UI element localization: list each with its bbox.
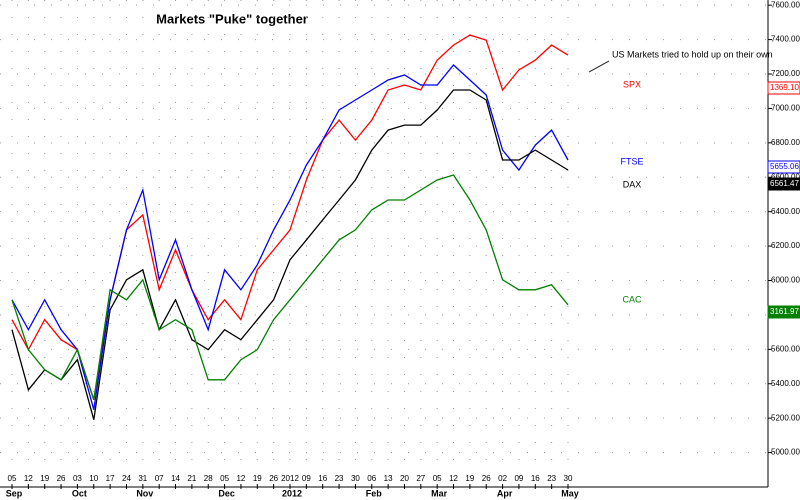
y-tick-label: 7000.00 [771,104,800,113]
month-label: Oct [72,488,87,498]
y-tick-label: 5600.00 [771,344,800,353]
series-label: CAC [622,294,642,304]
x-tick-label: 30 [564,474,573,483]
x-tick-label: 02 [498,474,507,483]
last-value: 6561.47 [770,179,799,188]
x-tick-label: 21 [187,474,196,483]
y-tick-label: 6800.00 [771,138,800,147]
series-line [11,64,569,410]
x-tick-label: 12 [236,474,245,483]
last-value-box [767,81,800,95]
x-tick-label: 16 [531,474,540,483]
month-label: Sep [6,488,23,498]
last-value-box [767,177,800,191]
month-label: 2012 [282,488,302,498]
x-tick-label: 05 [8,474,17,483]
y-tick-label: 6200.00 [771,241,800,250]
last-value: 5655.06 [770,162,799,171]
x-tick-label: 14 [171,474,180,483]
x-tick-label: 17 [106,474,115,483]
series-label: FTSE [620,156,643,166]
annotation: US Markets tried to hold up on their own [612,49,773,59]
x-tick-label: 07 [155,474,164,483]
y-tick-label: 7600.00 [771,0,800,9]
month-label: May [561,488,579,498]
x-tick-label: 26 [57,474,66,483]
y-tick-label: 6000.00 [771,276,800,285]
y-tick-label: 5200.00 [771,413,800,422]
y-tick-label: 7400.00 [771,35,800,44]
y-tick-label: 7200.00 [771,69,800,78]
last-value-box [767,160,800,174]
y-tick-label: 6400.00 [771,207,800,216]
month-label: Mar [431,488,448,498]
chart-title: Markets "Puke" together [156,11,308,26]
x-tick-label: 19 [253,474,262,483]
x-tick-label: 19 [40,474,49,483]
x-tick-label: 27 [416,474,425,483]
x-tick-label: 06 [367,474,376,483]
x-tick-label: 05 [220,474,229,483]
y-tick-label: 5400.00 [771,379,800,388]
x-tick-label: 09 [514,474,523,483]
x-tick-label: 26 [482,474,491,483]
last-value-box [767,305,800,319]
x-tick-label: 20 [400,474,409,483]
x-tick-label: 03 [73,474,82,483]
annotation-pointer [588,60,610,73]
last-value: 3161.97 [770,307,799,316]
series-label: SPX [623,79,641,89]
x-tick-label: 12 [449,474,458,483]
x-tick-label: 16 [318,474,327,483]
series-line [11,174,569,401]
x-tick-label: 12 [24,474,33,483]
x-tick-label: 23 [547,474,556,483]
series-line [11,89,569,420]
x-tick-label: 31 [138,474,147,483]
month-label: Apr [497,488,513,498]
x-tick-label: 23 [335,474,344,483]
x-tick-label: 28 [204,474,213,483]
x-tick-label: 10 [89,474,98,483]
series-label: DAX [623,179,642,189]
x-tick-label: 09 [302,474,311,483]
x-tick-label: 2012 [281,474,299,483]
x-tick-label: 19 [465,474,474,483]
y-tick-label: 6600.00 [771,172,800,181]
last-value: 1369.10 [770,83,799,92]
x-tick-label: 30 [351,474,360,483]
x-tick-label: 24 [122,474,131,483]
month-label: Nov [136,488,153,498]
x-tick-label: 26 [269,474,278,483]
month-label: Feb [366,488,383,498]
y-tick-label: 5000.00 [771,448,800,457]
x-tick-label: 05 [433,474,442,483]
month-label: Dec [218,488,235,498]
x-tick-label: 13 [384,474,393,483]
